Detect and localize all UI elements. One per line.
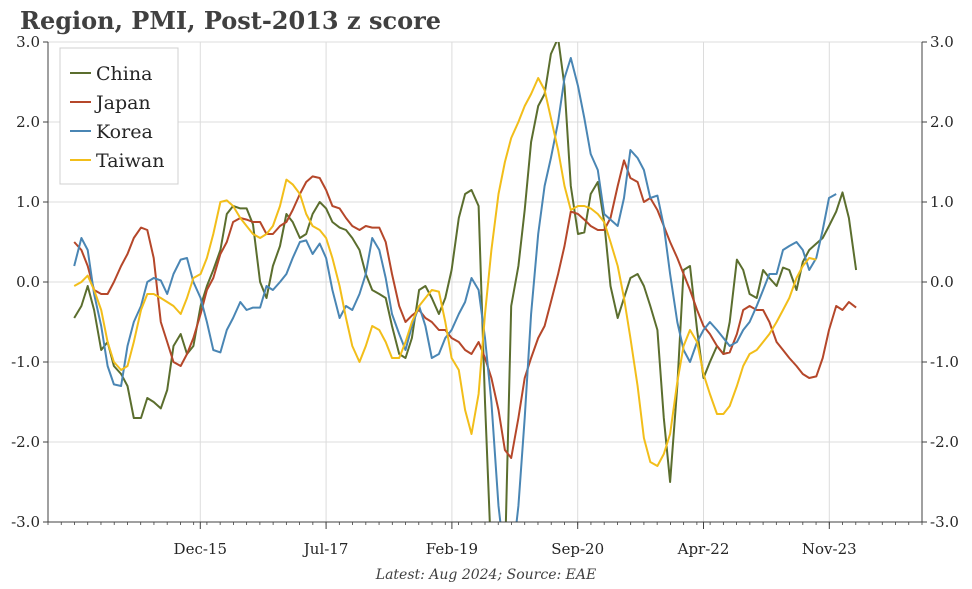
legend-label: China	[96, 63, 152, 85]
series-line-japan	[73, 159, 857, 459]
y-tick-label-right: 0.0	[930, 273, 954, 291]
legend-box	[59, 47, 179, 185]
y-tick-label-right: -1.0	[930, 353, 959, 371]
series-line-taiwan	[73, 77, 817, 467]
series-lines	[73, 42, 858, 522]
grid	[48, 41, 922, 523]
legend: China Japan Korea Taiwan	[59, 47, 179, 185]
series-line-china	[73, 42, 858, 522]
y-tick-label-right: 1.0	[930, 193, 954, 211]
x-tick-label: Dec-15	[174, 540, 227, 558]
x-tick-label: Jul-17	[302, 540, 349, 558]
y-tick-label-right: -2.0	[930, 433, 959, 451]
x-tick-label: Apr-22	[677, 540, 730, 558]
x-tick-label: Sep-20	[551, 540, 604, 558]
y-tick-label-left: 1.0	[16, 193, 40, 211]
chart-footnote: Latest: Aug 2024; Source: EAE	[375, 567, 597, 583]
y-tick-label-left: 3.0	[16, 33, 40, 51]
y-tick-label-left: -1.0	[11, 353, 40, 371]
y-tick-label-right: 2.0	[930, 113, 954, 131]
y-tick-label-left: -3.0	[11, 513, 40, 531]
legend-label: Japan	[94, 92, 151, 114]
y-tick-label-left: 2.0	[16, 113, 40, 131]
legend-label: Korea	[96, 121, 153, 143]
chart-title: Region, PMI, Post-2013 z score	[20, 6, 441, 35]
y-tick-label-right: -3.0	[930, 513, 959, 531]
series-line-korea	[73, 57, 837, 522]
axes: 3.0 3.0 2.0 2.0 1.0 1.0 0.0 0.0 -1.0 -1.0 -2.0 -2.0…	[11, 33, 959, 558]
y-tick-label-left: 0.0	[16, 273, 40, 291]
legend-label: Taiwan	[96, 150, 164, 172]
x-tick-label: Nov-23	[802, 540, 857, 558]
x-tick-label: Feb-19	[426, 540, 478, 558]
y-tick-label-left: -2.0	[11, 433, 40, 451]
y-tick-label-right: 3.0	[930, 33, 954, 51]
